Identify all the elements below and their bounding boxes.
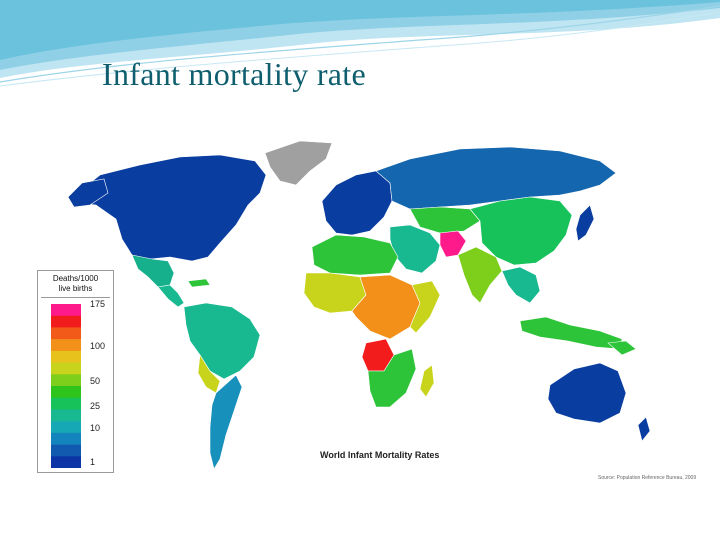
caribbean-region [187,278,211,288]
north-america-region [71,154,267,262]
legend-swatch [51,374,81,387]
east-africa-region [409,280,441,334]
legend-tick-25: 25 [90,401,101,411]
central-asia-region [409,206,481,234]
madagascar-region [419,364,435,398]
australia-region [547,362,627,424]
indonesia-region [519,316,623,350]
legend-tick-10: 10 [90,423,101,433]
legend-swatch [51,397,81,410]
legend-tick-100: 100 [90,341,106,351]
legend-swatch [51,386,81,399]
map-source: Source: Population Reference Bureau, 200… [598,475,697,481]
south-america-north-region [183,302,261,380]
new-zealand-region [637,416,651,442]
north-africa-region [311,234,399,276]
legend-tick-50: 50 [90,376,101,386]
legend: Deaths/1000 live births 175 100 50 25 10… [37,270,114,473]
legend-title-line2: live births [58,284,93,293]
legend-swatch [51,315,81,328]
russia-region [375,146,617,210]
alaska-region [67,178,109,208]
legend-swatch [51,327,81,340]
legend-title-line1: Deaths/1000 [52,274,99,283]
legend-swatch [51,456,81,468]
legend-divider [41,297,110,298]
legend-title: Deaths/1000 live births [38,274,113,294]
southeast-asia-region [501,266,541,304]
greenland-region [264,140,333,186]
central-america-region [157,284,185,308]
legend-color-scale [51,304,81,468]
mexico-region [131,254,175,288]
legend-tick-175: 175 [90,299,106,309]
china-region [469,196,573,266]
southern-africa-region [367,348,417,408]
legend-swatch [51,304,81,317]
central-africa-region [351,274,421,340]
legend-swatch [51,362,81,375]
middle-east-region [389,224,441,274]
south-america-south-region [209,374,243,470]
legend-swatch [51,350,81,363]
europe-region [321,170,393,236]
legend-swatch [51,432,81,445]
header-decoration [0,0,720,87]
legend-swatch [51,339,81,352]
japan-region [575,204,595,242]
slide-title: Infant mortality rate [102,56,366,92]
legend-swatch [51,421,81,434]
legend-tick-1: 1 [90,457,96,467]
legend-swatch [51,444,81,457]
south-asia-region [457,246,503,304]
map-caption: World Infant Mortality Rates [320,450,440,460]
world-map [67,140,651,470]
papua-new-guinea-region [607,340,637,356]
legend-swatch [51,409,81,422]
